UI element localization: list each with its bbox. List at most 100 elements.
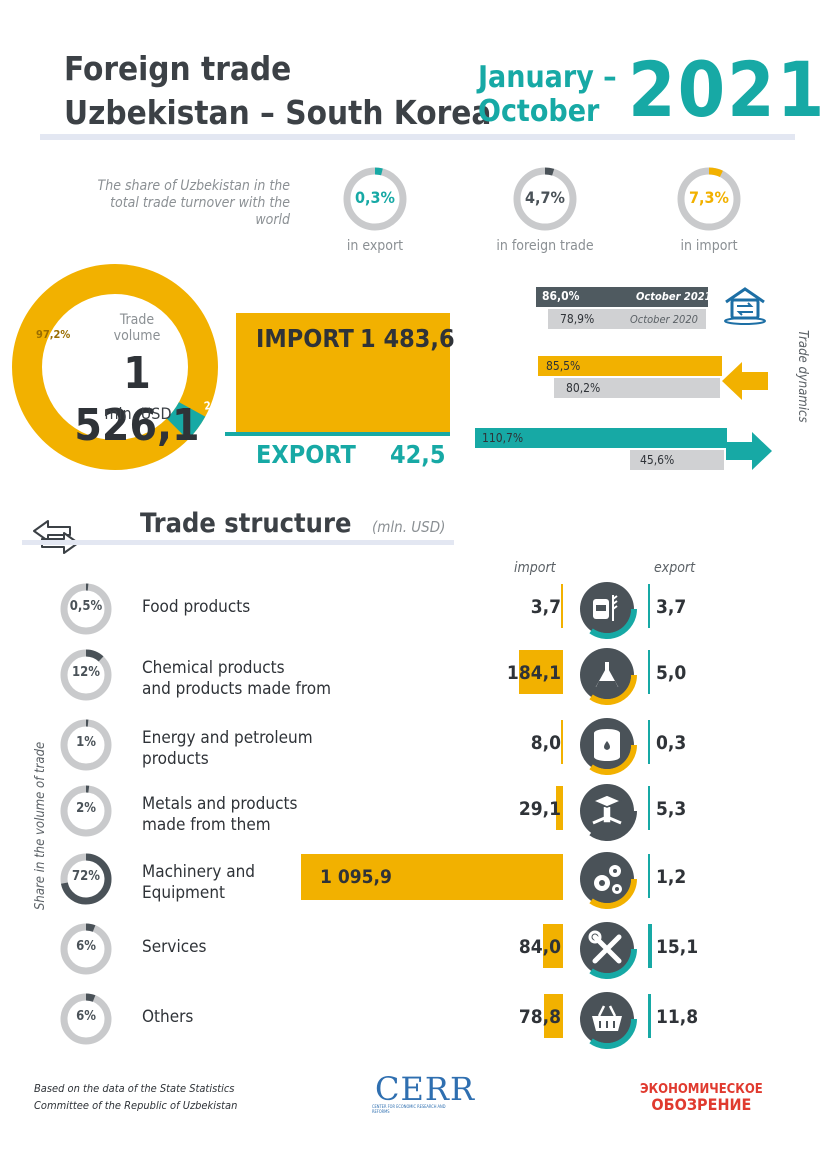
dyn-export-2021-bar [475,428,727,448]
row-share-value: 6% [76,939,96,954]
export-value: 5,0 [656,662,687,684]
row-share-ring-fill [85,923,96,932]
row-share: 0,5% [58,581,114,637]
share-ring-fill [708,167,723,178]
import-value: 1 095,9 [320,866,392,888]
row-label-line-1: Metals and products [142,794,298,814]
share-item: 0,3% [342,166,408,232]
title-line-2: Uzbekistan – South Korea [64,93,492,132]
export-bar-mark [648,786,650,830]
row-share: 2% [58,783,114,839]
share-caption: The share of Uzbekistan in the total tra… [80,178,290,229]
import-label: IMPORT [256,324,354,353]
dyn-export-2020: 45,6% [640,453,675,467]
import-bar-mark [301,854,563,900]
eo-logo: ЭКОНОМИЧЕСКОЕ ОБОЗРЕНИЕ [640,1082,763,1113]
share-label: in export [346,238,404,254]
import-bar-mark [518,650,563,694]
legend-2021: October 2021 [636,290,712,303]
export-header: export [654,560,696,576]
row-label-line-1: Energy and petroleum [142,728,313,748]
row-label: Food products [142,597,250,618]
share-ring [677,167,741,231]
structure-side-label: Share in the volume of trade [33,741,48,910]
structure-title: Trade structure [140,508,352,539]
trade-volume-donut [12,264,218,470]
row-share-value: 1% [76,735,96,750]
source-note: Based on the data of the State Statistic… [34,1080,237,1114]
export-value: 3,7 [656,596,687,618]
share-caption-line-2: total trade turnover with the world [110,195,290,228]
import-bar-mark [561,584,563,628]
export-bar-mark [648,924,652,968]
share-label: in import [680,238,738,254]
share-ring [343,167,407,231]
row-share: 1% [58,717,114,773]
import-value: 8,0 [530,732,561,754]
structure-divider [22,540,454,545]
dyn-import-2020-bar [554,378,720,398]
exchange-icon [724,287,766,325]
row-share: 12% [58,647,114,703]
row-label-line-2: and products made from [142,679,332,699]
export-value: 42,5 [390,440,446,469]
dyn-import-2021-bar [538,356,722,376]
import-bar-mark [561,720,563,764]
share-caption-line-1: The share of Uzbekistan in the [97,178,290,194]
share-value: 0,3% [355,188,395,207]
export-value: 5,3 [656,798,687,820]
share-ring-fill [374,167,383,176]
import-header: import [514,560,556,576]
row-share: 72% [58,851,114,907]
row-label: Services [142,937,207,958]
volume-unit: mln. USD [104,404,172,423]
row-share-ring [60,993,112,1045]
gears-icon [576,848,638,910]
row-label-line-1: Others [142,1007,194,1027]
tools-icon [576,918,638,980]
share-value: 4,7% [525,188,565,207]
share-label: in foreign trade [496,238,594,254]
export-bar-mark [648,720,650,764]
row-label: Chemical products and products made from [142,658,331,700]
share-value: 7,3% [689,188,729,207]
dyn-export-2020-bar [630,450,724,470]
period-line-1: January – [478,60,617,95]
dyn-total-2021: 86,0% [542,289,580,303]
import-value: 3,7 [530,596,561,618]
period-line-2: October [478,94,600,129]
row-label-line-1: Services [142,937,207,957]
source-line-1: Based on the data of the State Statistic… [34,1082,235,1095]
row-label-line-1: Chemical products [142,658,285,678]
oil-barrel-icon [576,714,638,776]
share-ring-fill [544,167,555,176]
import-bar-mark [556,786,563,830]
export-bar-mark [648,854,650,898]
import-value: 78,8 [518,1006,561,1028]
export-label: EXPORT [256,440,356,469]
import-bar-mark [544,994,563,1038]
import-value: 84,0 [518,936,561,958]
share-ring [513,167,577,231]
row-share: 6% [58,921,114,977]
import-value: 1 483,6 [360,324,455,353]
source-line-2: Committee of the Republic of Uzbekistan [34,1099,238,1112]
row-share-value: 72% [72,869,100,884]
row-share-value: 0,5% [69,599,103,614]
export-arrow-icon [726,432,772,470]
import-value: 184,1 [506,662,561,684]
cerr-logo-sub: CENTER FOR ECONOMIC RESEARCH AND REFORMS [372,1104,446,1114]
exchange-arrows-icon [33,520,79,554]
header-divider [40,134,795,140]
row-label-line-1: Food products [142,597,251,617]
import-share-label: 97,2% [36,328,71,341]
row-share-ring-fill [85,993,96,1002]
legend-2020: October 2020 [630,313,698,326]
dyn-import-2021: 85,5% [546,359,581,373]
dynamics-title: Trade dynamics [795,330,810,423]
food-icon [576,578,638,640]
export-bar [225,432,450,436]
row-share-ring [60,785,112,837]
row-label: Energy and petroleum products [142,728,313,770]
row-share-value: 2% [76,801,96,816]
